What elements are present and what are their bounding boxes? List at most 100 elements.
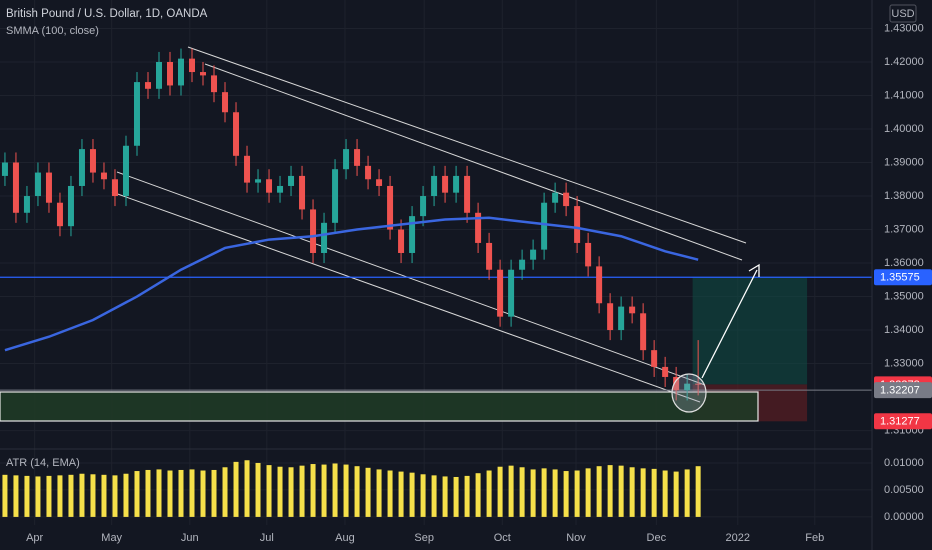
candle-body [442,175,449,193]
candle-body [673,376,680,391]
atr-bar [233,461,239,517]
smma-line [4,216,699,352]
x-tick-label: Jul [260,532,274,544]
atr-bar [222,467,228,517]
candle-body [365,165,372,180]
atr-bar [123,473,129,517]
y-tick-label: 1.38000 [884,190,924,202]
target-zone [692,277,808,385]
x-tick-label: Dec [647,532,667,544]
y-tick-label: 1.39000 [884,156,924,168]
axes: 1.43000 1.42000 1.41000 1.40000 1.39000 1.380… [26,22,932,544]
candle-body [45,172,52,203]
atr-bar [585,468,591,517]
candle-body [530,249,537,260]
candle-body [651,350,658,367]
candle-body [640,313,647,351]
candle-body [695,383,702,385]
candle-body [541,202,548,250]
price-label-box [874,269,932,286]
atr-bar [2,474,8,517]
candle-body [398,229,405,253]
arrow [701,269,758,379]
atr-bar [266,465,272,517]
y-tick-label: 1.33000 [884,357,924,369]
channel-line [111,191,701,403]
y-tick-label: 1.41000 [884,89,924,101]
candle-body [486,242,493,270]
price-label: 1.32207 [880,385,920,397]
marks [0,48,872,517]
x-tick-label: Aug [335,532,355,544]
chart-title: British Pound / U.S. Dollar, 1D, OANDA [6,8,208,20]
candle-body [288,175,295,186]
atr-bar [530,469,536,517]
atr-bar [134,471,140,517]
candle-body [497,269,504,317]
atr-bar [552,469,558,517]
candle-body [299,175,306,210]
candle-body [211,75,218,93]
x-tick-label: Sep [414,532,434,544]
atr-bar [145,469,151,517]
atr-bar [24,475,30,517]
atr-bar [13,475,19,517]
candle-body [78,149,85,186]
candle-body [100,172,107,180]
candle-body [1,162,8,176]
candle-body [629,306,636,314]
drawings [0,46,759,422]
candle-body [563,192,570,207]
atr-bar [178,469,184,517]
atr-bar [574,470,580,517]
candle-body [89,149,96,173]
candle-body [233,112,240,156]
candle-body [354,149,361,166]
y-tick-label: 1.43000 [884,22,924,34]
atr-bar [101,474,107,517]
y2-tick-label: 0.00500 [884,484,924,496]
highlight-circle [671,373,707,413]
atr-bar [156,469,162,517]
atr-bar [486,470,492,517]
y2-tick-label: 0.00000 [884,511,924,523]
x-tick-label: Feb [805,532,824,544]
candle-body [409,216,416,253]
price-label-box [874,382,932,399]
x-tick-label: 2022 [726,532,750,544]
atr-bar [453,476,459,517]
candle-body [155,61,162,89]
candle-body [552,192,559,203]
y-tick-label: 1.37000 [884,223,924,235]
atr-bar [464,475,470,517]
candle-body [662,366,669,377]
atr-bar [68,474,74,517]
y-tick-label: 1.40000 [884,123,924,135]
indicator-label: ATR (14, EMA) [6,457,80,469]
candle-body [420,196,427,217]
atr-bar [398,471,404,517]
candle-body [34,172,41,197]
atr-bar [343,464,349,517]
candle-body [321,222,328,253]
candle-body [244,155,251,183]
overlay [671,263,760,413]
indicator-label: SMMA (100, close) [6,25,99,37]
atr-bar [409,472,415,517]
candle-body [519,259,526,270]
x-tick-label: Oct [494,532,511,544]
atr-bar [310,464,316,517]
atr-bar [607,465,613,517]
channel-line [187,46,747,244]
candle-body [376,179,383,186]
atr-bar [596,466,602,517]
candle-body [200,72,207,76]
atr-bar [662,470,668,517]
atr-bar [189,469,195,517]
candle-body [310,209,317,253]
atr-bar [211,469,217,517]
atr-bar [365,467,371,517]
candle-body [67,185,74,227]
y2-tick-label: 0.01000 [884,457,924,469]
